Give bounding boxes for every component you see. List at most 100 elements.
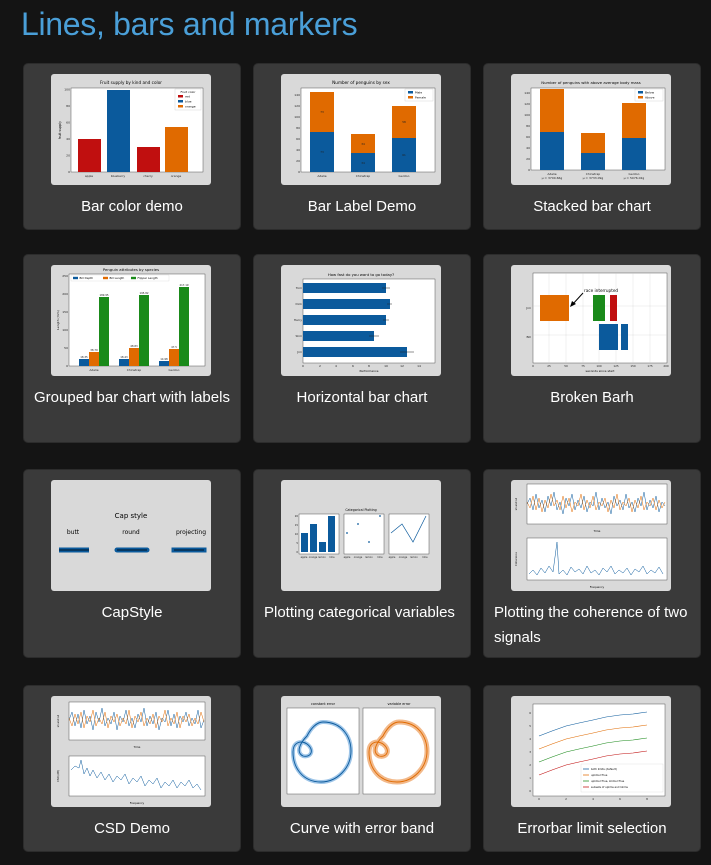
svg-text:189.95: 189.95 xyxy=(99,293,108,297)
grouped-bar-chart-thumbnail: Penguin attributes by species Length (mm… xyxy=(51,265,211,376)
svg-text:73: 73 xyxy=(320,150,324,154)
svg-text:195.82: 195.82 xyxy=(139,291,148,295)
svg-text:0: 0 xyxy=(538,797,540,801)
gallery-card-coherence[interactable]: s1 and s2 Time Coherence Frequency Plott… xyxy=(484,470,700,657)
svg-text:Penguin attributes by species: Penguin attributes by species xyxy=(103,267,159,272)
svg-text:0: 0 xyxy=(298,170,300,174)
svg-text:2: 2 xyxy=(529,763,531,767)
gallery-card-horizontal-bar-chart[interactable]: How fast do you want to go today? Tom Di… xyxy=(254,255,470,442)
capstyle-thumbnail: Cap style butt round projecting xyxy=(51,480,211,591)
bar-color-demo-thumbnail: Fruit supply by kind and color fruit sup… xyxy=(51,74,211,185)
svg-text:6: 6 xyxy=(619,797,621,801)
gallery-card-stacked-bar-chart[interactable]: Number of penguins with above average bo… xyxy=(484,64,700,229)
svg-text:0: 0 xyxy=(529,789,531,793)
svg-text:18.35: 18.35 xyxy=(80,355,88,359)
svg-text:5: 5 xyxy=(529,724,531,728)
svg-text:3: 3 xyxy=(529,750,531,754)
svg-text:175: 175 xyxy=(647,364,653,368)
svg-text:Adelie: Adelie xyxy=(547,172,556,176)
svg-text:Above: Above xyxy=(645,96,655,100)
svg-text:orange: orange xyxy=(399,556,408,559)
bar-label-demo-thumbnail: Number of penguins by sex 0 20 40 60 80 100 12… xyxy=(281,74,441,185)
svg-text:variable error: variable error xyxy=(388,702,412,706)
svg-text:80: 80 xyxy=(296,126,300,130)
svg-text:orange: orange xyxy=(171,174,182,178)
svg-text:2: 2 xyxy=(319,364,321,368)
svg-text:80: 80 xyxy=(66,104,70,108)
svg-text:Time: Time xyxy=(133,745,141,749)
card-title: Plotting the coherence of two signals xyxy=(494,604,688,646)
gallery-card-bar-color-demo[interactable]: Fruit supply by kind and color fruit sup… xyxy=(24,64,240,229)
svg-text:round: round xyxy=(122,529,140,536)
svg-text:60: 60 xyxy=(526,135,530,139)
svg-text:20: 20 xyxy=(66,154,70,158)
svg-text:100: 100 xyxy=(62,328,68,332)
svg-text:100: 100 xyxy=(294,115,300,119)
svg-text:s1 and s2: s1 and s2 xyxy=(56,714,60,727)
svg-text:Length (mm): Length (mm) xyxy=(56,310,60,330)
gallery-card-grouped-bar-chart[interactable]: Penguin attributes by species Length (mm… xyxy=(24,255,240,442)
svg-text:orange: orange xyxy=(185,105,196,109)
svg-text:6: 6 xyxy=(352,364,354,368)
svg-text:0: 0 xyxy=(68,170,70,174)
svg-text:20: 20 xyxy=(526,157,530,161)
svg-text:subsets of uplims and lolims: subsets of uplims and lolims xyxy=(591,785,629,789)
svg-text:Frequency: Frequency xyxy=(590,585,605,589)
svg-text:40: 40 xyxy=(66,137,70,141)
svg-text:1: 1 xyxy=(529,776,531,780)
svg-text:μ = 3733.09g: μ = 3733.09g xyxy=(583,176,604,180)
svg-text:58: 58 xyxy=(402,120,406,124)
svg-text:Fruit supply by kind and color: Fruit supply by kind and color xyxy=(100,80,162,85)
svg-text:Categorical Plotting: Categorical Plotting xyxy=(345,508,376,512)
svg-text:Number of penguins by sex: Number of penguins by sex xyxy=(332,80,390,85)
gallery-card-broken-barh[interactable]: race interrupted Jim Bill 0 25 50 75 100… xyxy=(484,255,700,442)
svg-text:lemon: lemon xyxy=(365,556,373,559)
svg-text:butt: butt xyxy=(67,529,80,536)
svg-text:8: 8 xyxy=(368,364,370,368)
svg-text:Number of penguins with above: Number of penguins with above average bo… xyxy=(541,80,640,85)
svg-text:Bill Depth: Bill Depth xyxy=(80,276,94,280)
svg-text:0: 0 xyxy=(296,550,298,554)
gallery-card-csd-demo[interactable]: s1 and s2 Time CSD (dB) Frequency CSD De… xyxy=(24,686,240,851)
svg-text:150: 150 xyxy=(630,364,636,368)
svg-text:seconds since start: seconds since start xyxy=(586,369,616,373)
svg-text:lime: lime xyxy=(377,556,383,559)
gallery-card-curve-error-band[interactable]: constant error variable error Curve with… xyxy=(254,686,470,851)
svg-text:orange: orange xyxy=(309,556,318,559)
svg-text:Male: Male xyxy=(415,91,422,95)
svg-text:Female: Female xyxy=(415,96,426,100)
svg-text:Adelie: Adelie xyxy=(89,368,98,372)
svg-text:Below: Below xyxy=(645,91,655,95)
svg-text:48.83: 48.83 xyxy=(130,344,138,348)
gallery-card-bar-label-demo[interactable]: Number of penguins by sex 0 20 40 60 80 100 12… xyxy=(254,64,470,229)
svg-text:Chinstrap: Chinstrap xyxy=(586,172,601,176)
svg-text:6: 6 xyxy=(529,711,531,715)
svg-text:4: 4 xyxy=(592,797,594,801)
card-title: Stacked bar chart xyxy=(533,198,651,215)
svg-text:47.5: 47.5 xyxy=(171,345,177,349)
svg-text:apple: apple xyxy=(344,556,351,559)
svg-text:Jim: Jim xyxy=(525,306,531,310)
svg-text:apple: apple xyxy=(389,556,396,559)
page-title: Lines, bars and markers xyxy=(21,6,358,42)
svg-text:Gentoo: Gentoo xyxy=(399,174,410,178)
svg-text:125: 125 xyxy=(613,364,619,368)
svg-text:20: 20 xyxy=(295,514,299,518)
svg-text:μ = 3700.66g: μ = 3700.66g xyxy=(542,176,563,180)
svg-text:200: 200 xyxy=(663,364,669,368)
svg-text:40: 40 xyxy=(296,148,300,152)
gallery-card-categorical-variables[interactable]: Categorical Plotting 0 5 10 15 20 apple oran… xyxy=(254,470,470,657)
svg-text:0: 0 xyxy=(528,168,530,172)
svg-text:12: 12 xyxy=(400,364,404,368)
svg-text:both limits (default): both limits (default) xyxy=(591,767,617,771)
svg-text:50: 50 xyxy=(564,364,568,368)
card-title: CSD Demo xyxy=(94,820,170,837)
svg-text:Bill: Bill xyxy=(526,335,531,339)
gallery-card-capstyle[interactable]: Cap style butt round projecting CapStyle xyxy=(24,470,240,657)
broken-barh-thumbnail: race interrupted Jim Bill 0 25 50 75 100… xyxy=(511,265,671,376)
svg-text:projecting: projecting xyxy=(176,529,206,536)
svg-text:Fruit color: Fruit color xyxy=(181,90,197,94)
svg-text:Harry: Harry xyxy=(294,318,303,322)
svg-text:Adelie: Adelie xyxy=(317,174,326,178)
gallery-card-errorbar-limits[interactable]: 0 1 2 3 4 5 6 0 2 4 6 8 both limits (default) upli… xyxy=(484,686,700,851)
